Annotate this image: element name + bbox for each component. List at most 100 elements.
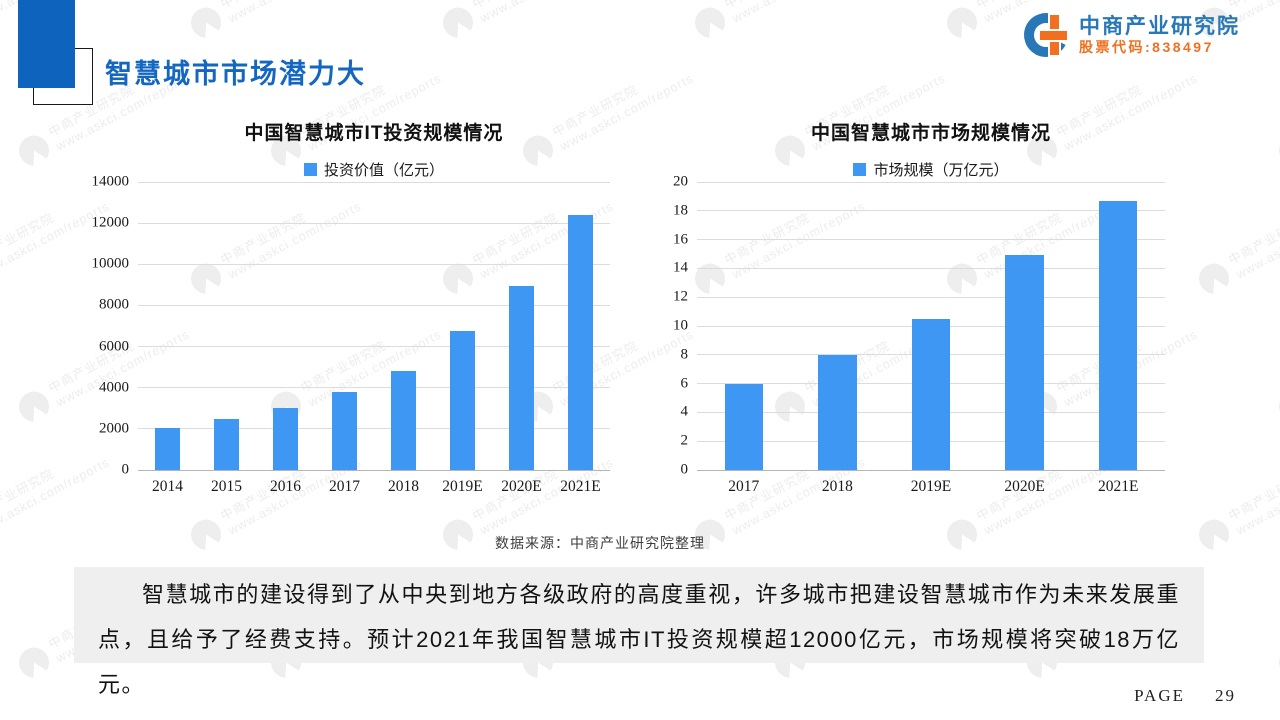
bar-2017 bbox=[724, 383, 763, 470]
gridline bbox=[697, 210, 1165, 212]
legend-label: 市场规模（万亿元） bbox=[873, 162, 1009, 179]
bar-2018 bbox=[818, 354, 857, 470]
y-axis-tick: 14 bbox=[673, 259, 688, 276]
gridline bbox=[697, 296, 1165, 298]
bar-2014 bbox=[155, 427, 180, 470]
gridline bbox=[697, 181, 1165, 183]
x-axis-tick: 2017 bbox=[329, 478, 360, 495]
y-axis-tick: 16 bbox=[673, 231, 688, 248]
watermark-logo-icon bbox=[13, 386, 55, 428]
bar-2021E bbox=[1099, 200, 1138, 470]
summary-box: 智慧城市的建设得到了从中央到地方各级政府的高度重视，许多城市把建设智慧城市作为未… bbox=[74, 567, 1204, 697]
x-axis-tick: 2017 bbox=[728, 478, 760, 495]
chart-market-scale: 中国智慧城市市场规模情况 市场规模（万亿元） 0 2 4 6 8 10 12 14 16 18 20… bbox=[673, 112, 1165, 522]
bar-2015 bbox=[214, 419, 239, 470]
watermark-logo-icon bbox=[689, 2, 731, 44]
x-axis-tick: 2016 bbox=[270, 478, 301, 495]
footer-page-label: PAGE bbox=[1134, 686, 1185, 705]
gridline bbox=[138, 346, 610, 348]
bar-2021E bbox=[568, 214, 593, 470]
gridline bbox=[697, 239, 1165, 241]
chart-title: 中国智慧城市市场规模情况 bbox=[810, 123, 1051, 144]
y-axis-tick: 0 bbox=[121, 461, 130, 478]
logo-text-block: 中商产业研究院 股票代码:838497 bbox=[1079, 15, 1240, 55]
chart-title: 中国智慧城市IT投资规模情况 bbox=[244, 123, 504, 144]
chart-legend: 市场规模（万亿元） bbox=[697, 159, 1165, 180]
y-axis-tick: 10000 bbox=[91, 255, 130, 272]
watermark-logo-icon bbox=[13, 130, 55, 172]
y-axis-tick: 4000 bbox=[99, 379, 129, 396]
chart-legend: 投资价值（亿元） bbox=[138, 159, 610, 180]
plot-area: 0 2000 4000 6000 8000 10000 12000 14000 2014 2015… bbox=[92, 174, 610, 495]
y-axis-tick: 14000 bbox=[91, 173, 130, 190]
footer-page-number: 29 bbox=[1215, 686, 1236, 705]
x-axis-tick: 2021E bbox=[560, 478, 601, 495]
y-axis-tick: 2000 bbox=[99, 420, 129, 437]
y-axis-tick: 18 bbox=[673, 202, 688, 219]
x-axis-tick: 2018 bbox=[821, 478, 853, 495]
y-axis-tick: 8 bbox=[680, 346, 689, 363]
company-logo-icon bbox=[1018, 7, 1074, 63]
watermark-logo-icon bbox=[1273, 130, 1280, 172]
gridline bbox=[138, 222, 610, 224]
gridline bbox=[697, 267, 1165, 269]
data-source-note: 数据来源：中商产业研究院整理 bbox=[495, 535, 705, 551]
summary-paragraph: 智慧城市的建设得到了从中央到地方各级政府的高度重视，许多城市把建设智慧城市作为未… bbox=[98, 582, 1180, 697]
y-axis-tick: 12 bbox=[673, 288, 688, 305]
legend-swatch-icon bbox=[303, 163, 317, 176]
plot-area: 0 2 4 6 8 10 12 14 16 18 20 2017 2018 2019E 2020E 2021E bbox=[673, 174, 1165, 495]
x-axis-tick: 2021E bbox=[1097, 478, 1139, 495]
stock-code: 股票代码:838497 bbox=[1079, 39, 1214, 56]
bar-2020E bbox=[1005, 255, 1044, 470]
x-axis-tick: 2018 bbox=[388, 478, 419, 495]
y-axis-tick: 6 bbox=[680, 375, 689, 392]
company-logo: 中商产业研究院 股票代码:838497 bbox=[1018, 7, 1240, 63]
watermark-logo-icon bbox=[941, 2, 983, 44]
x-axis-tick: 2014 bbox=[152, 478, 183, 495]
page-footer: PAGE 29 bbox=[1134, 686, 1236, 706]
legend-swatch-icon bbox=[853, 163, 867, 176]
logo-cross-horizontal bbox=[1040, 31, 1067, 40]
watermark-logo-icon bbox=[437, 2, 479, 44]
watermark-logo-icon bbox=[1273, 642, 1280, 684]
page-title: 智慧城市市场潜力大 bbox=[105, 59, 366, 89]
gridline bbox=[138, 387, 610, 389]
gridline bbox=[138, 428, 610, 430]
gridline bbox=[697, 469, 1165, 471]
x-axis-tick: 2020E bbox=[501, 478, 542, 495]
y-axis-tick: 8000 bbox=[99, 296, 129, 313]
y-axis-tick: 12000 bbox=[91, 214, 130, 231]
watermark-logo-icon bbox=[1193, 258, 1235, 300]
legend-label: 投资价值（亿元） bbox=[323, 162, 444, 179]
chart-it-investment: 中国智慧城市IT投资规模情况 投资价值（亿元） 0 2000 4000 6000 800… bbox=[92, 112, 610, 522]
watermark-logo-icon bbox=[13, 642, 55, 684]
bar-2019E bbox=[911, 318, 951, 470]
x-axis-tick: 2019E bbox=[442, 478, 483, 495]
gridline bbox=[138, 181, 610, 183]
bar-2016 bbox=[273, 408, 298, 470]
bar-2017 bbox=[332, 392, 357, 470]
x-axis-tick: 2015 bbox=[211, 478, 242, 495]
x-axis-tick: 2019E bbox=[910, 478, 952, 495]
company-name: 中商产业研究院 bbox=[1079, 14, 1240, 38]
y-axis-tick: 0 bbox=[680, 461, 689, 478]
x-axis-tick: 2020E bbox=[1004, 478, 1045, 495]
bar-2018 bbox=[391, 370, 416, 470]
bar-2020E bbox=[509, 285, 534, 470]
bar-2019E bbox=[450, 331, 475, 470]
